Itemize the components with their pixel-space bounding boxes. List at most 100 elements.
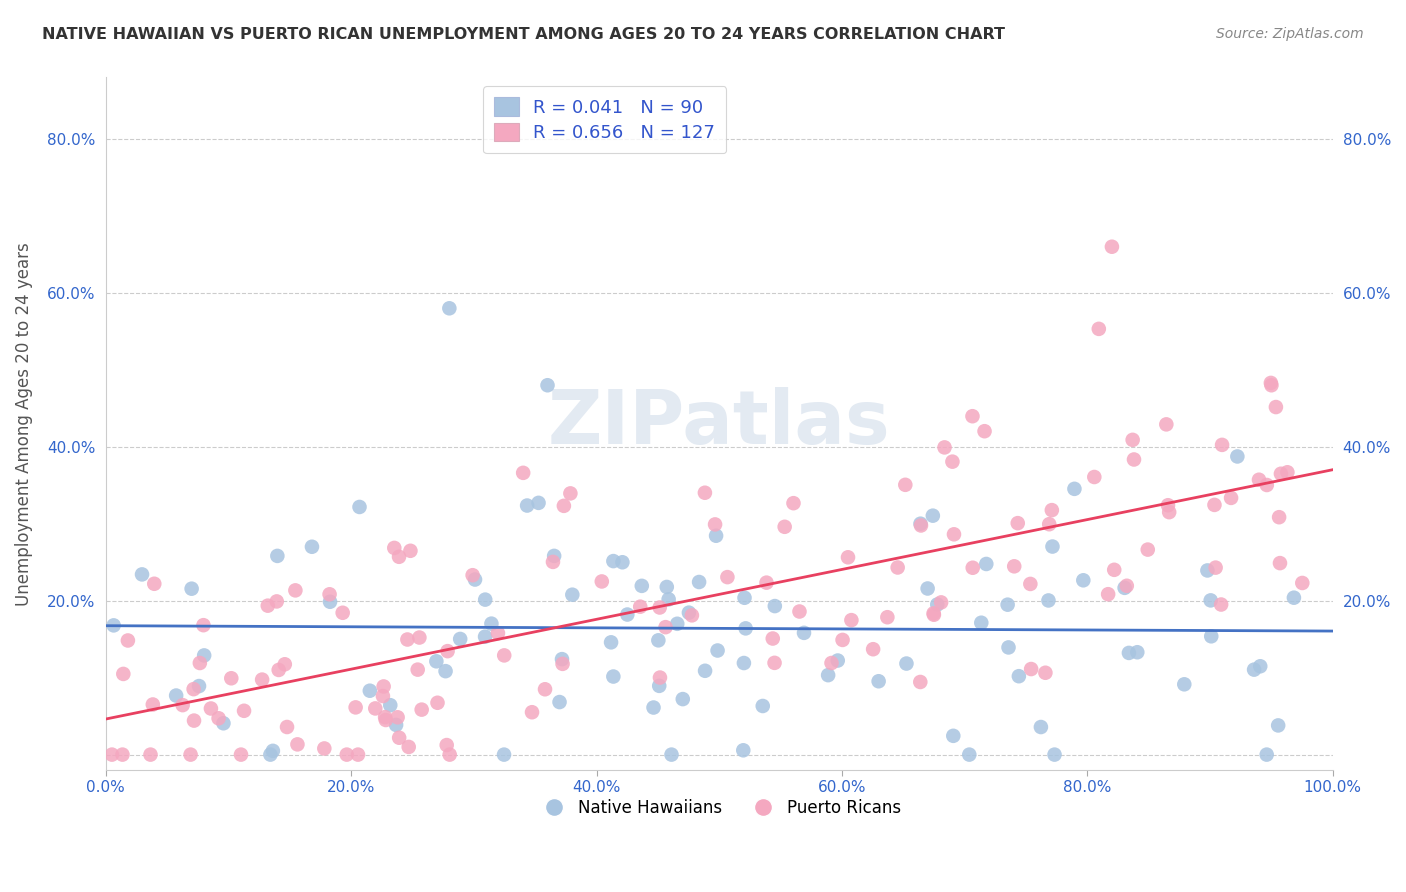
Point	[1102, 563, 1125, 577]
Point	[1211, 598, 1233, 612]
Point	[704, 529, 727, 543]
Point	[841, 613, 863, 627]
Point	[1157, 498, 1180, 512]
Point	[318, 587, 340, 601]
Point	[481, 616, 503, 631]
Point	[439, 301, 461, 316]
Point	[1267, 718, 1289, 732]
Point	[382, 541, 405, 555]
Point	[364, 701, 387, 715]
Point	[474, 630, 496, 644]
Point	[426, 696, 449, 710]
Point	[1268, 510, 1291, 524]
Point	[922, 607, 945, 622]
Point	[693, 664, 716, 678]
Point	[1270, 467, 1292, 481]
Point	[287, 737, 309, 751]
Point	[962, 409, 984, 424]
Point	[1243, 663, 1265, 677]
Point	[411, 703, 433, 717]
Point	[276, 720, 298, 734]
Point	[461, 568, 484, 582]
Point	[1264, 400, 1286, 414]
Point	[1115, 579, 1137, 593]
Point	[716, 570, 738, 584]
Point	[1035, 665, 1057, 680]
Point	[1126, 645, 1149, 659]
Point	[449, 632, 471, 646]
Point	[1088, 322, 1111, 336]
Point	[1197, 564, 1219, 578]
Point	[733, 656, 755, 670]
Point	[1038, 517, 1060, 532]
Point	[284, 583, 307, 598]
Point	[997, 598, 1019, 612]
Point	[396, 632, 419, 647]
Point	[1173, 677, 1195, 691]
Point	[398, 739, 420, 754]
Point	[229, 747, 252, 762]
Point	[188, 679, 211, 693]
Point	[1291, 576, 1313, 591]
Point	[385, 718, 408, 732]
Point	[927, 598, 949, 612]
Point	[658, 592, 681, 607]
Point	[672, 692, 695, 706]
Point	[648, 679, 671, 693]
Point	[1123, 452, 1146, 467]
Y-axis label: Unemployment Among Ages 20 to 24 years: Unemployment Among Ages 20 to 24 years	[15, 242, 32, 606]
Point	[464, 573, 486, 587]
Point	[1156, 417, 1178, 432]
Point	[773, 520, 796, 534]
Point	[910, 518, 932, 533]
Point	[654, 620, 676, 634]
Point	[347, 747, 370, 762]
Point	[207, 711, 229, 725]
Point	[142, 698, 165, 712]
Point	[688, 574, 710, 589]
Point	[165, 689, 187, 703]
Point	[436, 738, 458, 752]
Point	[1063, 482, 1085, 496]
Point	[1019, 577, 1042, 591]
Point	[762, 632, 785, 646]
Point	[755, 575, 778, 590]
Point	[1268, 556, 1291, 570]
Point	[371, 689, 394, 703]
Point	[962, 560, 984, 574]
Point	[1260, 376, 1282, 390]
Point	[997, 640, 1019, 655]
Point	[319, 595, 342, 609]
Point	[820, 656, 842, 670]
Point	[534, 682, 557, 697]
Point	[1247, 473, 1270, 487]
Point	[1260, 378, 1282, 392]
Point	[876, 610, 898, 624]
Point	[1199, 593, 1222, 607]
Point	[101, 747, 124, 762]
Point	[1042, 540, 1064, 554]
Point	[1097, 587, 1119, 601]
Point	[336, 747, 359, 762]
Point	[180, 747, 202, 762]
Point	[256, 599, 278, 613]
Point	[733, 743, 755, 757]
Point	[111, 747, 134, 762]
Point	[751, 698, 773, 713]
Point	[655, 580, 678, 594]
Point	[233, 704, 256, 718]
Point	[1114, 581, 1136, 595]
Point	[1249, 659, 1271, 673]
Point	[942, 729, 965, 743]
Point	[666, 616, 689, 631]
Point	[600, 635, 623, 649]
Point	[782, 496, 804, 510]
Point	[516, 499, 538, 513]
Point	[380, 698, 402, 713]
Point	[512, 466, 534, 480]
Point	[894, 478, 917, 492]
Legend: Native Hawaiians, Puerto Ricans: Native Hawaiians, Puerto Ricans	[531, 793, 908, 824]
Point	[647, 633, 669, 648]
Point	[408, 631, 430, 645]
Point	[183, 682, 205, 697]
